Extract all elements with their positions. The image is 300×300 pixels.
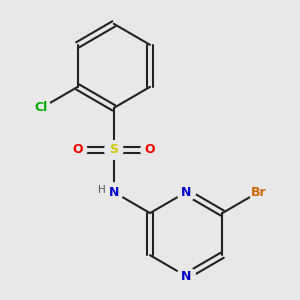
Text: Br: Br [251, 186, 266, 199]
Circle shape [105, 183, 123, 201]
Circle shape [68, 141, 87, 159]
Text: O: O [145, 143, 155, 157]
Circle shape [141, 141, 159, 159]
Text: H: H [98, 185, 105, 195]
Text: O: O [72, 143, 83, 157]
Circle shape [32, 99, 51, 117]
Text: S: S [109, 143, 118, 157]
Circle shape [177, 267, 195, 285]
Text: N: N [109, 186, 119, 199]
Circle shape [105, 141, 123, 159]
Text: N: N [181, 186, 191, 199]
Text: Cl: Cl [35, 101, 48, 114]
Circle shape [249, 183, 268, 201]
Circle shape [177, 183, 195, 201]
Text: N: N [181, 270, 191, 283]
